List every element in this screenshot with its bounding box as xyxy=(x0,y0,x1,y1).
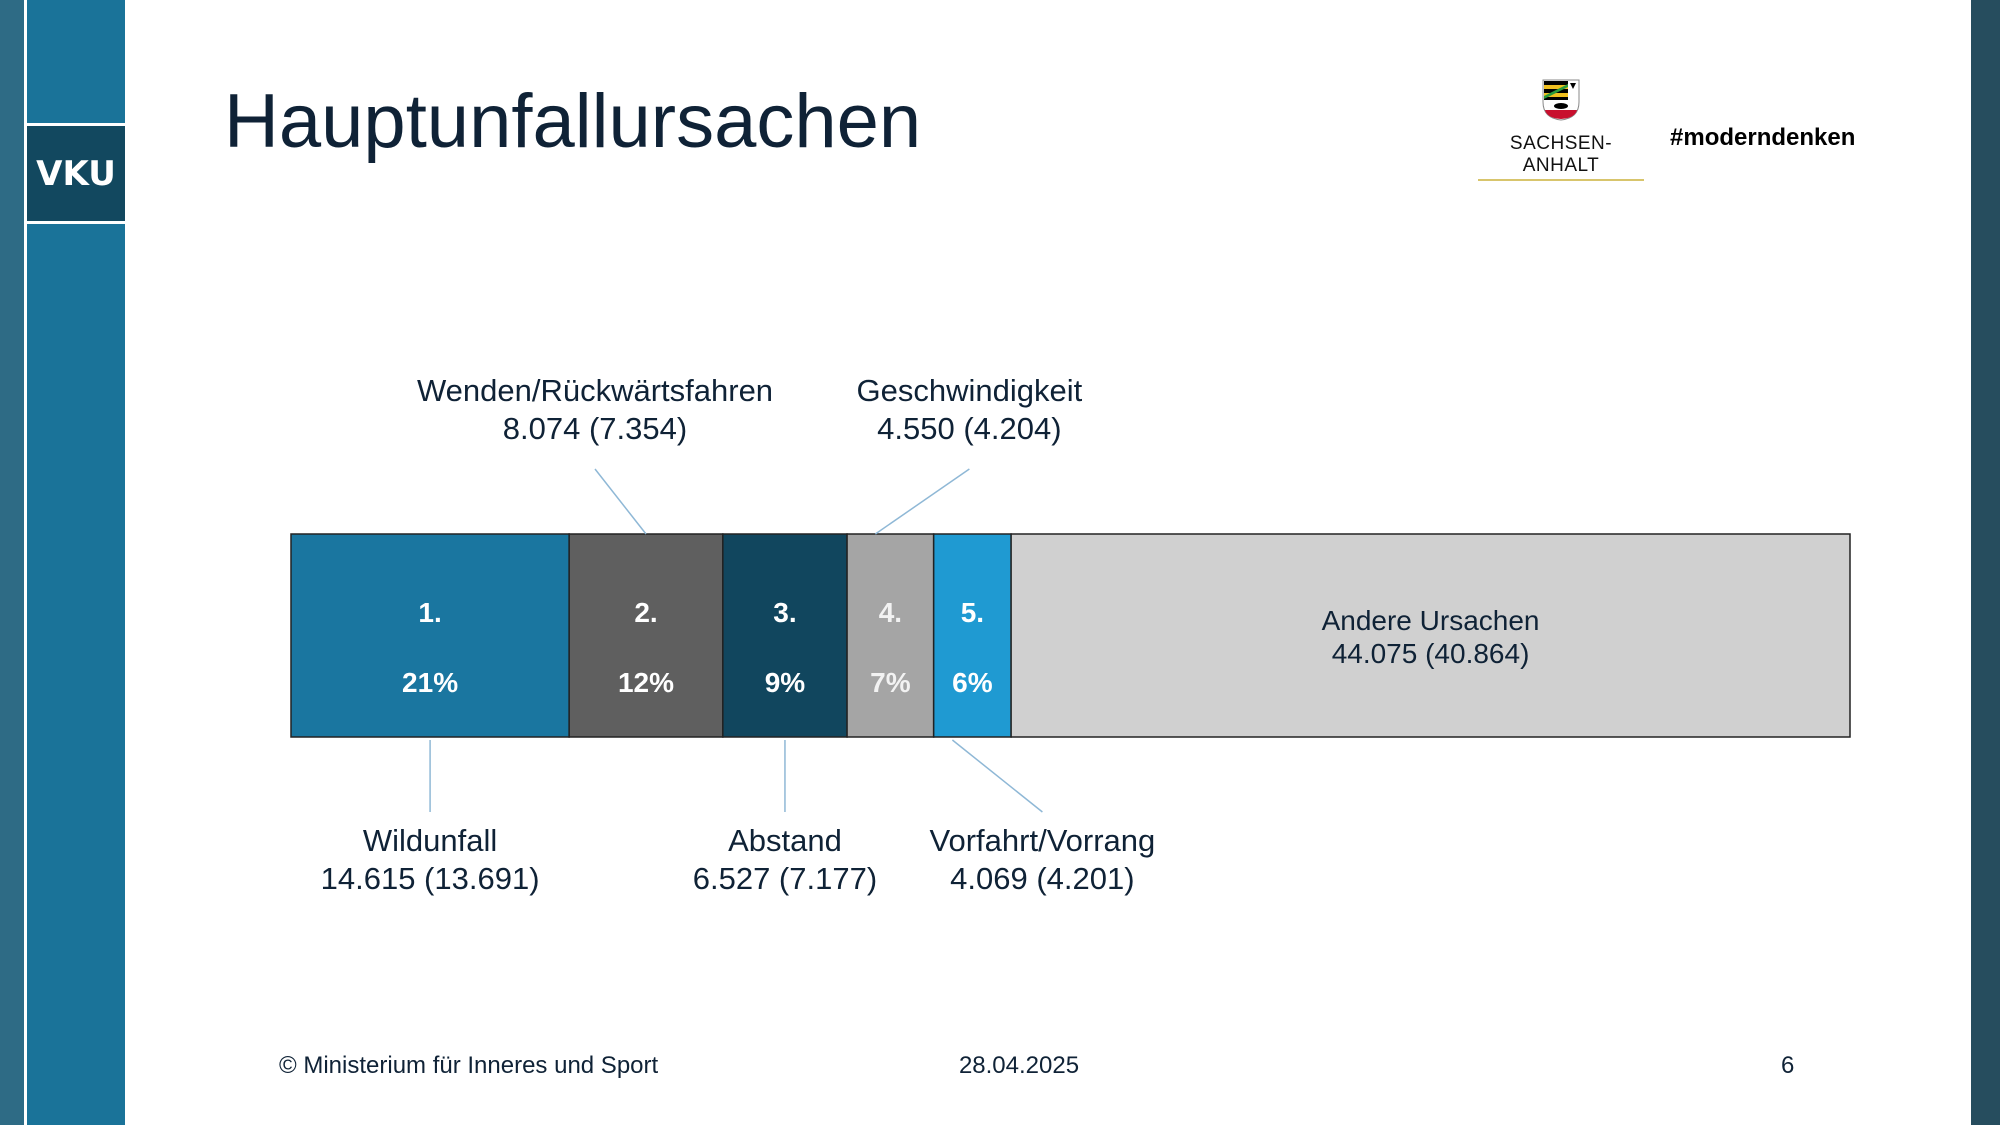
coat-of-arms-icon xyxy=(1542,79,1580,121)
footer-copyright: © Ministerium für Inneres und Sport xyxy=(279,1052,659,1079)
segment-rank: 3. xyxy=(773,597,796,628)
segment-percent: 21% xyxy=(402,667,458,698)
footer-page-number: 6 xyxy=(1781,1052,1795,1079)
segment-percent: 12% xyxy=(618,667,674,698)
value-label: 14.615 (13.691) xyxy=(321,861,540,896)
footer-date: 28.04.2025 xyxy=(958,1052,1080,1079)
category-label: Abstand xyxy=(728,823,842,858)
category-label: Andere Ursachen xyxy=(1322,605,1540,636)
value-label: 6.527 (7.177) xyxy=(693,861,877,896)
segment-rank: 4. xyxy=(879,597,902,628)
segment-rank: 5. xyxy=(961,597,984,628)
category-label: Wenden/Rückwärtsfahren xyxy=(417,373,773,408)
bar-segment xyxy=(932,533,1012,738)
hashtag: #moderndenken xyxy=(1670,124,1856,151)
category-label: Vorfahrt/Vorrang xyxy=(930,823,1156,858)
left-edge-strip xyxy=(0,0,24,1125)
leader-line xyxy=(594,468,647,535)
value-label: 4.069 (4.201) xyxy=(950,861,1134,896)
value-label: 4.550 (4.204) xyxy=(877,411,1061,446)
sachsen-anhalt-logo: SACHSEN-ANHALT xyxy=(1478,78,1644,181)
right-edge-strip xyxy=(1971,0,2000,1125)
bar-segment xyxy=(1010,533,1851,738)
segment-rank: 2. xyxy=(634,597,657,628)
leader-line xyxy=(951,739,1043,813)
logo-text: SACHSEN-ANHALT xyxy=(1478,133,1644,181)
segment-percent: 9% xyxy=(765,667,806,698)
bar-segment xyxy=(722,533,848,738)
segment-rank: 1. xyxy=(418,597,441,628)
bar-segment xyxy=(568,533,724,738)
segment-percent: 7% xyxy=(870,667,911,698)
category-label: Wildunfall xyxy=(363,823,497,858)
category-label: Geschwindigkeit xyxy=(857,373,1083,408)
bar-segment xyxy=(290,533,570,738)
segment-percent: 6% xyxy=(952,667,993,698)
leader-line xyxy=(874,468,970,535)
vku-badge: VKU xyxy=(27,123,125,224)
page-title: Hauptunfallursachen xyxy=(224,79,922,164)
bar-segment xyxy=(846,533,935,738)
value-label: 44.075 (40.864) xyxy=(1332,638,1530,669)
value-label: 8.074 (7.354) xyxy=(503,411,687,446)
